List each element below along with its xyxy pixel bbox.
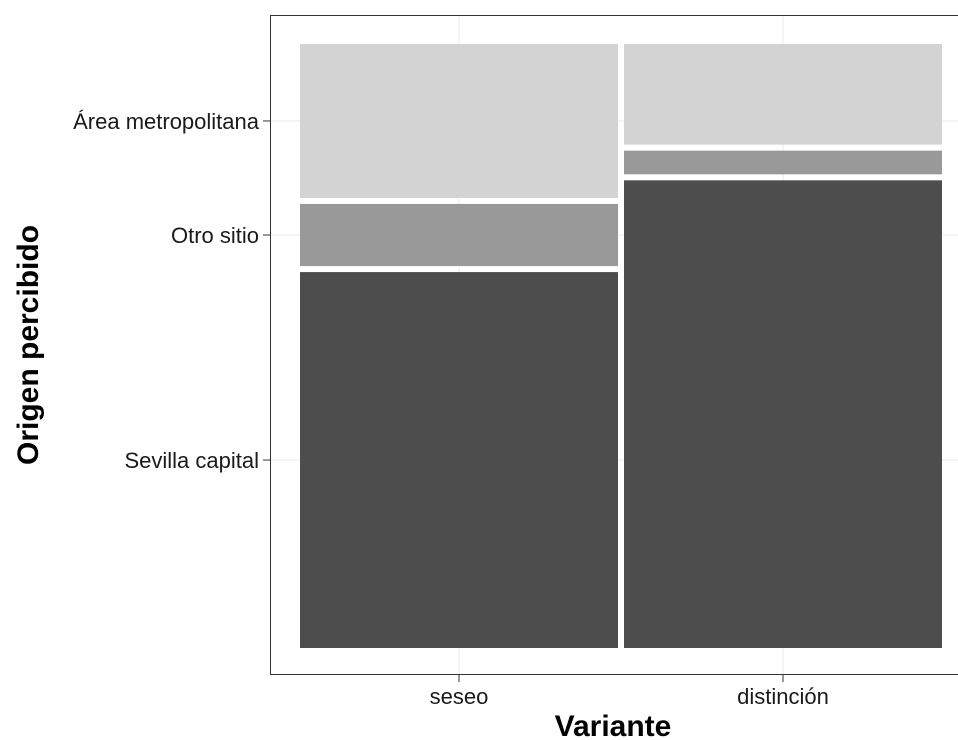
- tile-0-0: [300, 272, 618, 648]
- x-tick-label-1: distinción: [737, 684, 829, 709]
- x-tick-label-0: seseo: [430, 684, 489, 709]
- y-axis: Sevilla capital Otro sitio Área metropolit…: [73, 109, 270, 473]
- mosaic-tiles: [300, 44, 942, 648]
- x-axis-title: Variante: [555, 710, 672, 740]
- y-tick-label-1: Otro sitio: [171, 223, 259, 248]
- tile-0-1: [300, 203, 618, 267]
- tile-1-1: [624, 150, 942, 175]
- tile-0-2: [300, 44, 618, 198]
- x-axis: seseo distinción: [430, 675, 829, 709]
- tile-1-0: [624, 180, 942, 648]
- y-axis-title: Origen percibido: [12, 225, 45, 465]
- y-tick-label-0: Sevilla capital: [124, 448, 259, 473]
- tile-1-2: [624, 44, 942, 145]
- y-tick-label-2: Área metropolitana: [73, 109, 260, 134]
